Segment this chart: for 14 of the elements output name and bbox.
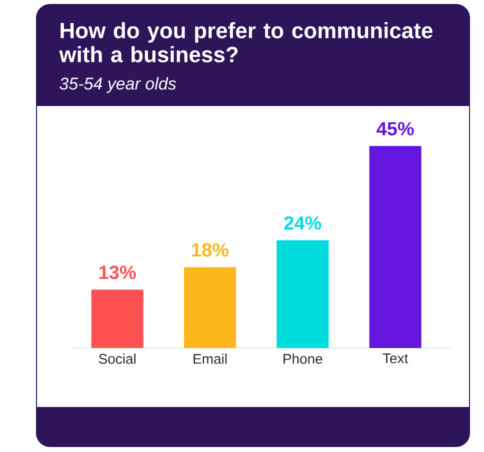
bar xyxy=(369,146,422,348)
bar xyxy=(276,240,329,348)
data-label: 24% xyxy=(284,216,322,230)
bar xyxy=(184,267,236,348)
x-tick-label: Social xyxy=(98,354,136,364)
data-label: 13% xyxy=(100,266,136,280)
x-tick-label: Text xyxy=(382,354,408,364)
x-tick-label: Email xyxy=(194,354,227,364)
data-label: 45% xyxy=(376,122,414,136)
chart-subtitle: 35-54 year olds xyxy=(60,77,176,94)
x-tick-label: Phone xyxy=(284,354,322,364)
chart-title: How do you prefer to communicate with a business? xyxy=(59,22,432,62)
data-label: 18% xyxy=(192,243,229,257)
bar xyxy=(91,290,144,348)
